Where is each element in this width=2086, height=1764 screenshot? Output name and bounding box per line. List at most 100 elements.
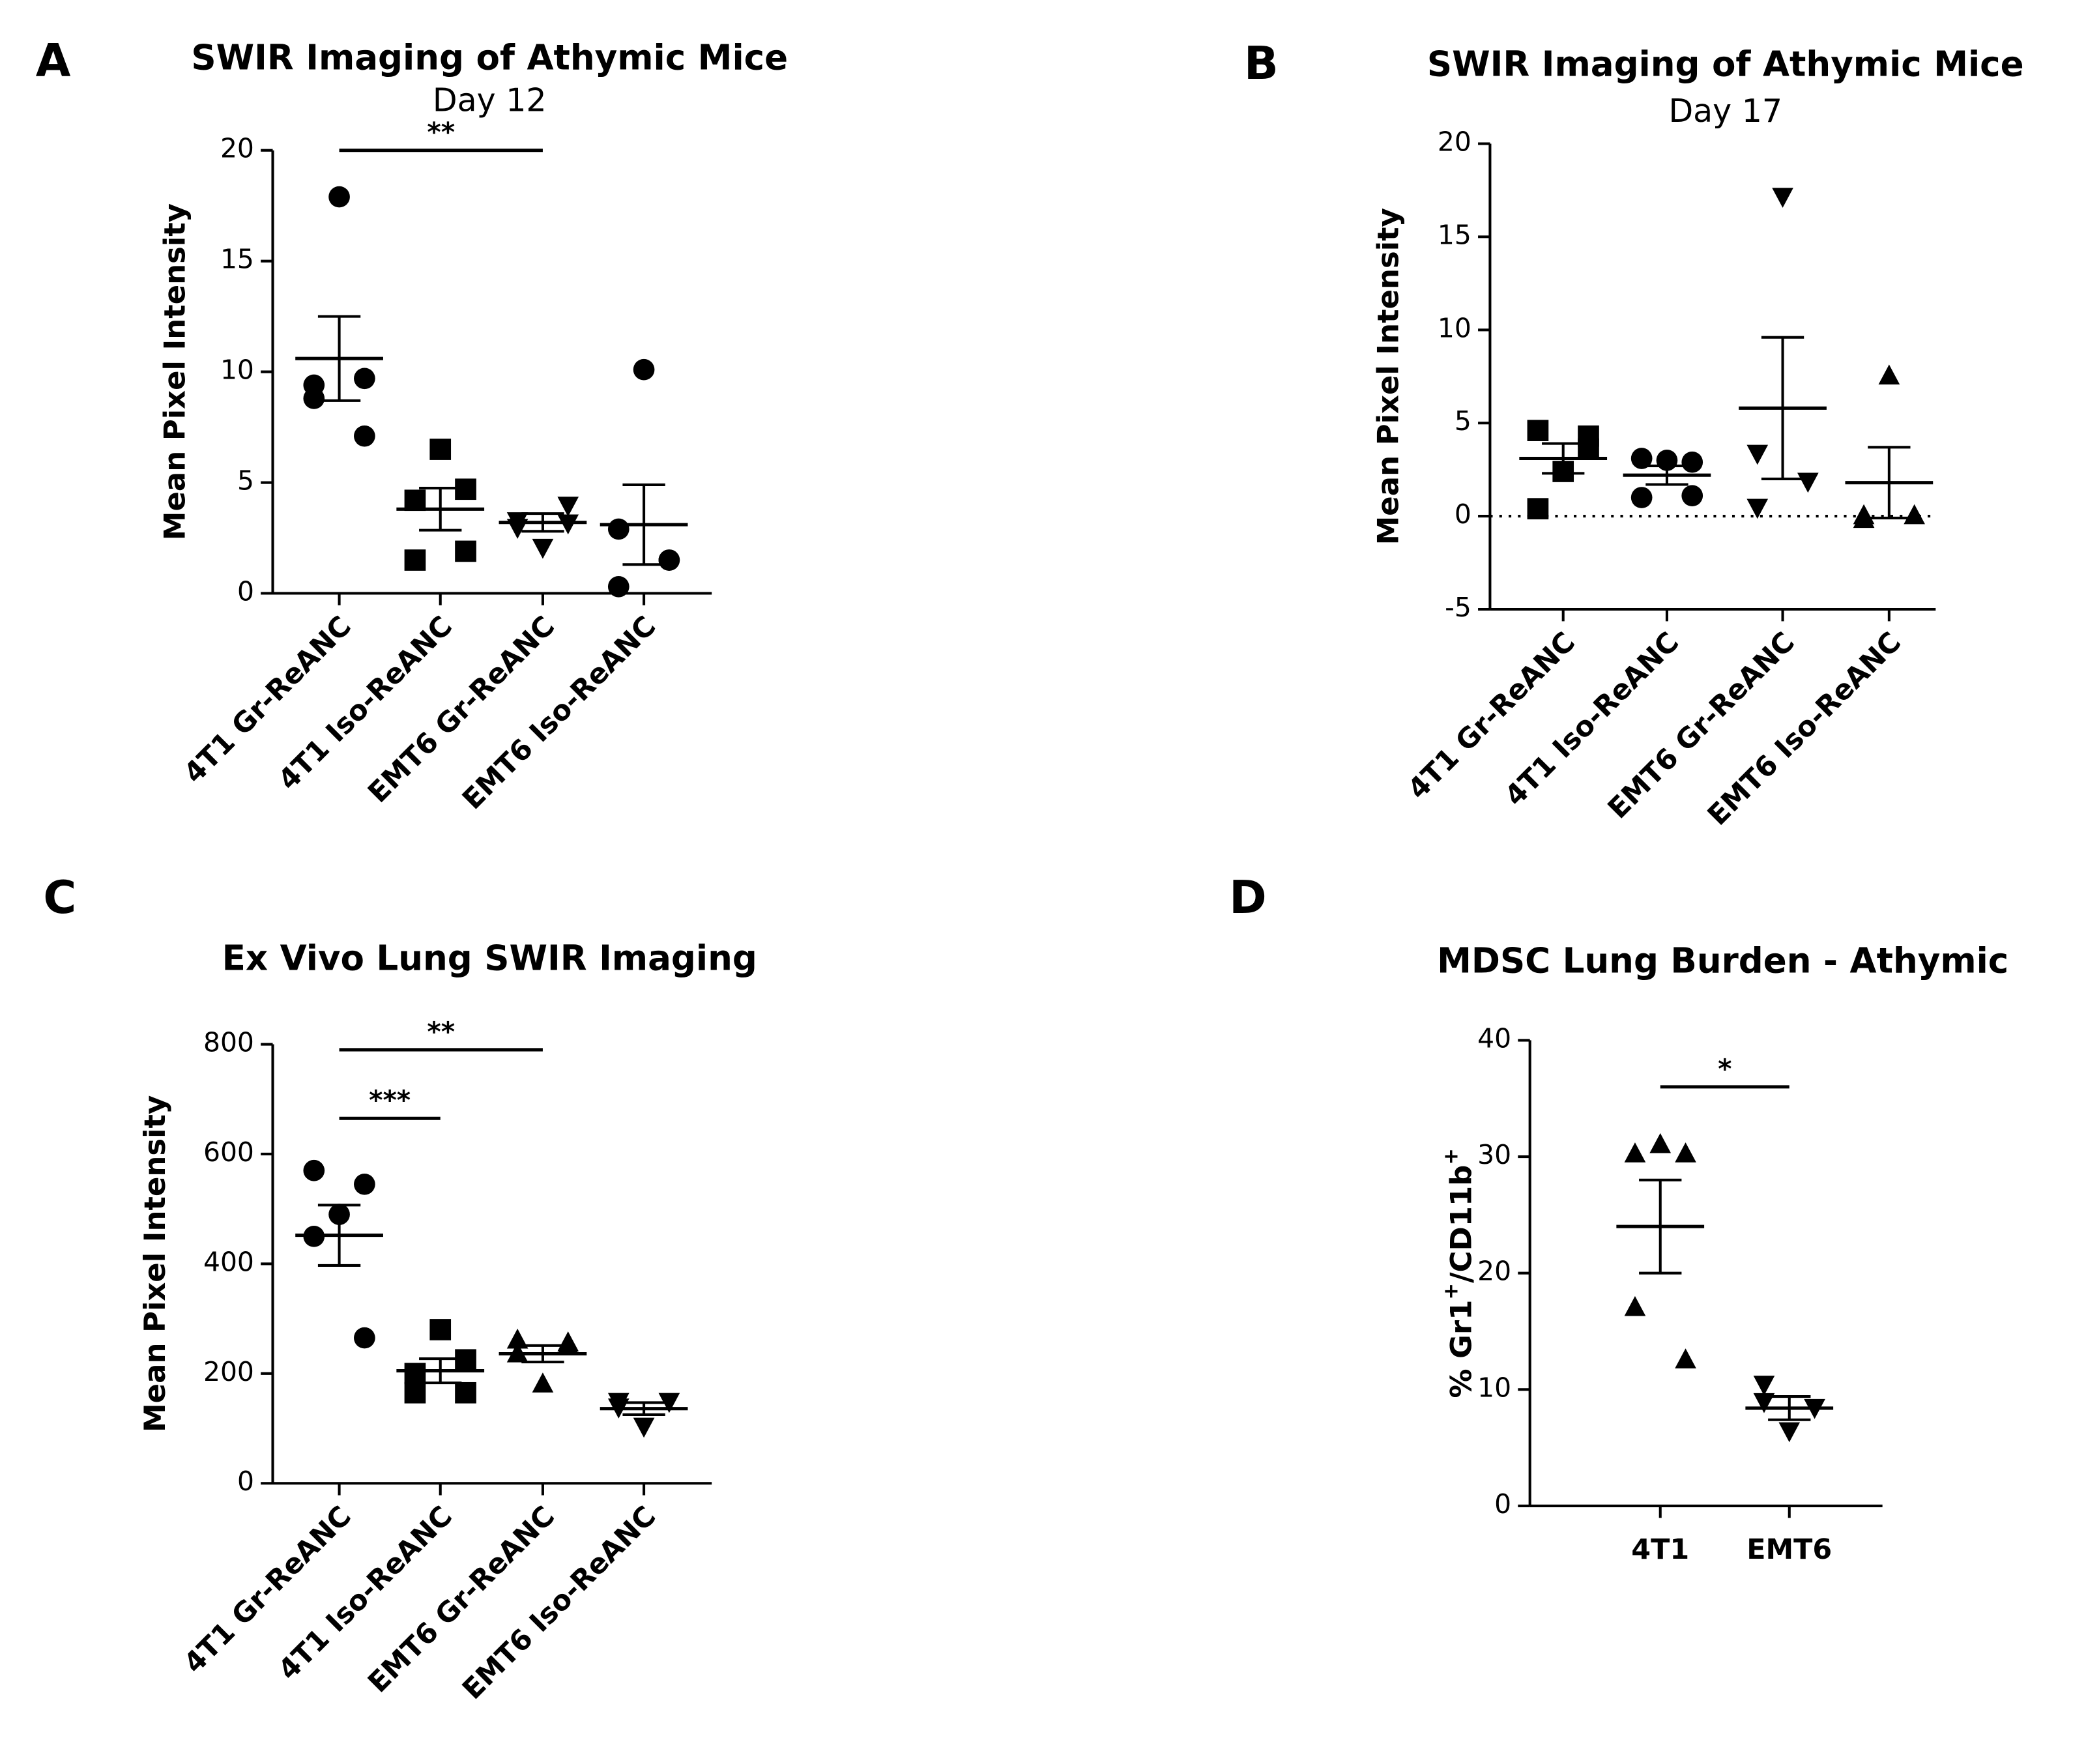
data-point bbox=[557, 1334, 579, 1354]
data-point bbox=[1853, 504, 1875, 525]
y-tick-label: 10 bbox=[1438, 312, 1471, 343]
y-axis-label: Mean Pixel Intensity bbox=[1370, 208, 1405, 545]
data-point bbox=[1681, 451, 1703, 473]
significance-label: ** bbox=[427, 117, 455, 148]
data-point bbox=[532, 538, 554, 559]
y-tick-label: 10 bbox=[1477, 1372, 1511, 1403]
data-point bbox=[607, 575, 630, 598]
data-point bbox=[1624, 1295, 1646, 1316]
x-tick-label: EMT6 Gr-ReANC bbox=[362, 610, 561, 809]
y-axis-label-part: + bbox=[1440, 1283, 1463, 1300]
y-tick-label: -5 bbox=[1445, 592, 1471, 623]
data-point bbox=[404, 1363, 426, 1385]
x-tick-label: EMT6 Iso-ReANC bbox=[1702, 626, 1907, 831]
data-point bbox=[354, 1327, 375, 1349]
y-tick-label: 20 bbox=[1477, 1256, 1511, 1287]
y-tick-label: 15 bbox=[220, 244, 254, 275]
data-point bbox=[404, 549, 426, 571]
y-tick-label: 600 bbox=[203, 1136, 254, 1168]
data-point bbox=[1746, 444, 1769, 465]
panel-letter: C bbox=[43, 872, 76, 924]
data-point bbox=[557, 497, 579, 517]
x-tick-label: EMT6 Iso-ReANC bbox=[456, 610, 662, 816]
data-point bbox=[1630, 448, 1653, 469]
data-point bbox=[1681, 485, 1703, 506]
y-tick-label: 0 bbox=[1494, 1488, 1511, 1520]
y-axis-label-part: Mean Pixel Intensity bbox=[1370, 208, 1405, 545]
data-point bbox=[1630, 487, 1653, 508]
panel-letter: B bbox=[1244, 38, 1279, 90]
y-tick-label: 15 bbox=[1438, 219, 1471, 250]
data-point bbox=[354, 425, 375, 447]
data-point bbox=[354, 1173, 375, 1195]
data-point bbox=[404, 1381, 426, 1404]
y-tick-label: 5 bbox=[1455, 405, 1471, 437]
y-axis-label-part: /CD11b bbox=[1444, 1165, 1479, 1283]
data-point bbox=[633, 1417, 655, 1438]
data-point bbox=[1624, 1142, 1646, 1163]
data-point bbox=[455, 1381, 476, 1404]
significance-label: ** bbox=[427, 1016, 455, 1047]
data-point bbox=[633, 358, 655, 381]
chart-title: Ex Vivo Lung SWIR Imaging bbox=[222, 938, 757, 979]
data-point bbox=[328, 186, 350, 208]
data-point bbox=[1797, 472, 1819, 493]
chart-subtitle: Day 12 bbox=[433, 82, 547, 119]
y-tick-label: 0 bbox=[237, 576, 254, 607]
y-tick-label: 0 bbox=[1455, 499, 1471, 530]
data-point bbox=[1527, 420, 1549, 441]
data-point bbox=[1578, 438, 1599, 460]
data-point bbox=[1649, 1133, 1672, 1153]
panel-letter: A bbox=[36, 35, 71, 87]
data-point bbox=[506, 1328, 529, 1349]
y-tick-label: 800 bbox=[203, 1027, 254, 1058]
data-point bbox=[1772, 188, 1793, 208]
data-point bbox=[532, 1372, 554, 1393]
data-point bbox=[1753, 1393, 1775, 1413]
y-axis-label-part: % Gr1 bbox=[1444, 1300, 1479, 1398]
data-point bbox=[303, 388, 325, 409]
data-point bbox=[658, 549, 680, 571]
data-point bbox=[354, 368, 375, 390]
x-tick-label: EMT6 Iso-ReANC bbox=[456, 1500, 662, 1706]
data-point bbox=[404, 489, 426, 512]
y-axis-label: Mean Pixel Intensity bbox=[138, 1095, 172, 1432]
data-point bbox=[429, 1319, 452, 1340]
x-tick-label: EMT6 bbox=[1746, 1533, 1832, 1566]
y-tick-label: 5 bbox=[237, 465, 254, 497]
data-point bbox=[1675, 1142, 1696, 1163]
data-point bbox=[429, 439, 452, 460]
data-point bbox=[1878, 364, 1900, 384]
data-point bbox=[1778, 1422, 1801, 1443]
x-tick-label: 4T1 Iso-ReANC bbox=[272, 610, 458, 796]
chart-title: SWIR Imaging of Athymic Mice bbox=[191, 38, 788, 78]
y-tick-label: 0 bbox=[237, 1466, 254, 1497]
x-tick-label: 4T1 Iso-ReANC bbox=[272, 1500, 458, 1686]
x-tick-label: 4T1 bbox=[1631, 1533, 1689, 1566]
data-point bbox=[557, 514, 579, 535]
data-point bbox=[1675, 1348, 1696, 1368]
data-point bbox=[303, 1159, 325, 1181]
significance-label: * bbox=[1718, 1053, 1731, 1084]
x-tick-label: 4T1 Gr-ReANC bbox=[178, 1500, 358, 1680]
data-point bbox=[1753, 1376, 1775, 1396]
data-point bbox=[1527, 498, 1549, 519]
y-tick-label: 20 bbox=[220, 133, 254, 164]
y-axis-label-part: Mean Pixel Intensity bbox=[158, 203, 192, 540]
y-tick-label: 20 bbox=[1438, 126, 1471, 157]
y-axis-label: Mean Pixel Intensity bbox=[158, 203, 192, 540]
data-point bbox=[1746, 499, 1769, 519]
chart-title: SWIR Imaging of Athymic Mice bbox=[1427, 44, 2024, 85]
y-tick-label: 10 bbox=[220, 354, 254, 386]
data-point bbox=[455, 540, 476, 562]
y-tick-label: 400 bbox=[203, 1246, 254, 1277]
data-point bbox=[1904, 504, 1925, 525]
chart-title: MDSC Lung Burden - Athymic bbox=[1437, 941, 2008, 981]
data-point bbox=[607, 518, 630, 540]
data-point bbox=[658, 1393, 680, 1413]
panel-letter: D bbox=[1229, 872, 1267, 924]
y-tick-label: 200 bbox=[203, 1356, 254, 1387]
y-axis-label: % Gr1+/CD11b+ bbox=[1440, 1148, 1479, 1398]
